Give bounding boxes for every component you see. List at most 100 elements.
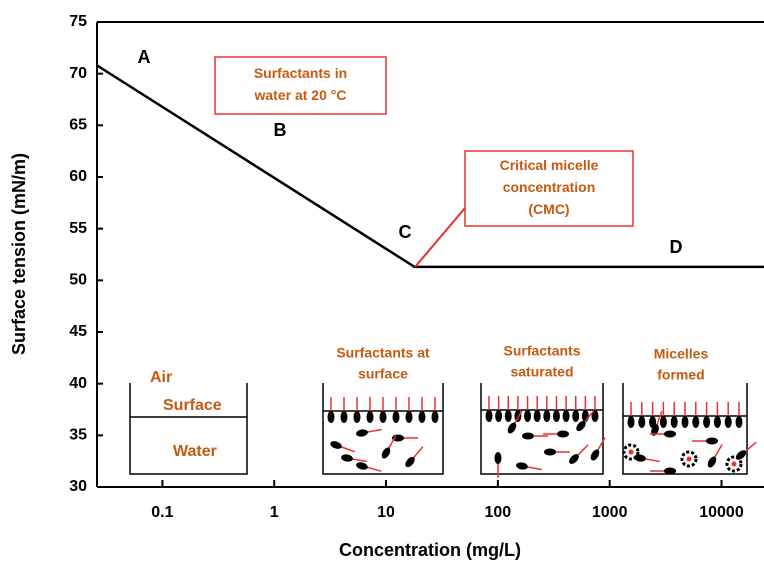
head xyxy=(504,410,512,422)
molecule xyxy=(692,437,718,445)
callout-box xyxy=(464,150,634,227)
head xyxy=(557,430,569,438)
molecule xyxy=(341,454,367,463)
head xyxy=(327,411,335,423)
panel-title: Surfactants xyxy=(503,343,580,359)
tail xyxy=(513,410,523,425)
head xyxy=(405,456,415,468)
panel-title: saturated xyxy=(510,364,573,380)
head xyxy=(703,416,711,428)
molecule xyxy=(494,452,502,478)
beaker-label: Water xyxy=(173,443,217,460)
tail xyxy=(387,435,397,450)
molecule xyxy=(569,444,589,464)
head xyxy=(634,454,646,462)
head xyxy=(681,416,689,428)
callout-box xyxy=(214,56,387,115)
x-tick-label: 1000 xyxy=(592,504,628,521)
callout-text: (CMC) xyxy=(528,201,569,217)
data-line xyxy=(96,64,764,269)
molecule xyxy=(405,446,424,468)
head xyxy=(366,411,374,423)
head xyxy=(495,410,503,422)
head xyxy=(533,410,541,422)
micelle xyxy=(622,443,640,461)
x-tick-label: 0.1 xyxy=(151,504,173,521)
tail xyxy=(350,457,367,463)
x-tick-label: 10 xyxy=(377,504,395,521)
micelle xyxy=(725,455,743,473)
molecule xyxy=(516,462,542,471)
y-tick-label: 50 xyxy=(69,272,87,289)
tail xyxy=(525,465,542,471)
head xyxy=(341,454,353,462)
molecule xyxy=(576,410,595,432)
beaker xyxy=(322,383,444,475)
y-tick-label: 75 xyxy=(69,13,87,30)
y-tick-label: 65 xyxy=(69,117,87,134)
head xyxy=(670,416,678,428)
head xyxy=(543,410,551,422)
molecule xyxy=(590,437,606,461)
head xyxy=(590,449,600,461)
molecule xyxy=(330,441,356,453)
head xyxy=(692,416,700,428)
molecule xyxy=(544,448,570,456)
molecule xyxy=(650,467,676,475)
callout-text: Critical micelle xyxy=(500,157,599,173)
beaker-label: Air xyxy=(150,369,172,386)
molecule xyxy=(651,410,663,436)
micelle-core xyxy=(628,449,634,455)
tail xyxy=(576,444,589,457)
beaker xyxy=(129,383,248,475)
head xyxy=(724,416,732,428)
head xyxy=(381,447,391,459)
molecule xyxy=(634,454,660,463)
head xyxy=(379,411,387,423)
point-label: A xyxy=(138,47,151,67)
head xyxy=(485,410,493,422)
head xyxy=(507,422,517,434)
head xyxy=(591,410,599,422)
head xyxy=(524,410,532,422)
tail xyxy=(743,441,757,454)
beaker-label: Surface xyxy=(163,397,222,414)
micelle-core xyxy=(686,456,692,462)
callout-text: concentration xyxy=(503,179,596,195)
x-tick-label: 100 xyxy=(485,504,512,521)
head xyxy=(735,416,743,428)
tail xyxy=(365,428,382,434)
micelle xyxy=(680,450,698,468)
callout-text: Surfactants in xyxy=(254,65,347,81)
molecule xyxy=(507,410,523,434)
head xyxy=(664,430,676,438)
molecule xyxy=(381,435,397,459)
head xyxy=(562,410,570,422)
head xyxy=(356,462,368,470)
point-label: C xyxy=(399,222,412,242)
head xyxy=(713,416,721,428)
tail xyxy=(643,457,660,463)
head xyxy=(572,410,580,422)
beaker xyxy=(622,383,748,475)
y-tick-label: 30 xyxy=(69,478,87,495)
head xyxy=(516,462,528,470)
tail xyxy=(582,410,595,424)
panel-title: Surfactants at xyxy=(336,345,430,361)
point-label: D xyxy=(670,237,683,257)
head xyxy=(514,410,522,422)
molecule xyxy=(392,434,418,442)
tail xyxy=(365,466,382,472)
micelle-core xyxy=(731,461,737,467)
head xyxy=(494,452,502,464)
point-label: B xyxy=(274,120,287,140)
tail xyxy=(596,437,606,452)
tail xyxy=(713,444,723,459)
head xyxy=(418,411,426,423)
y-axis-title: Surface tension (mN/m) xyxy=(9,153,29,355)
panel-title: Micelles xyxy=(654,346,709,362)
head xyxy=(627,416,635,428)
molecule xyxy=(522,432,548,440)
head xyxy=(569,454,579,464)
head xyxy=(651,424,659,436)
